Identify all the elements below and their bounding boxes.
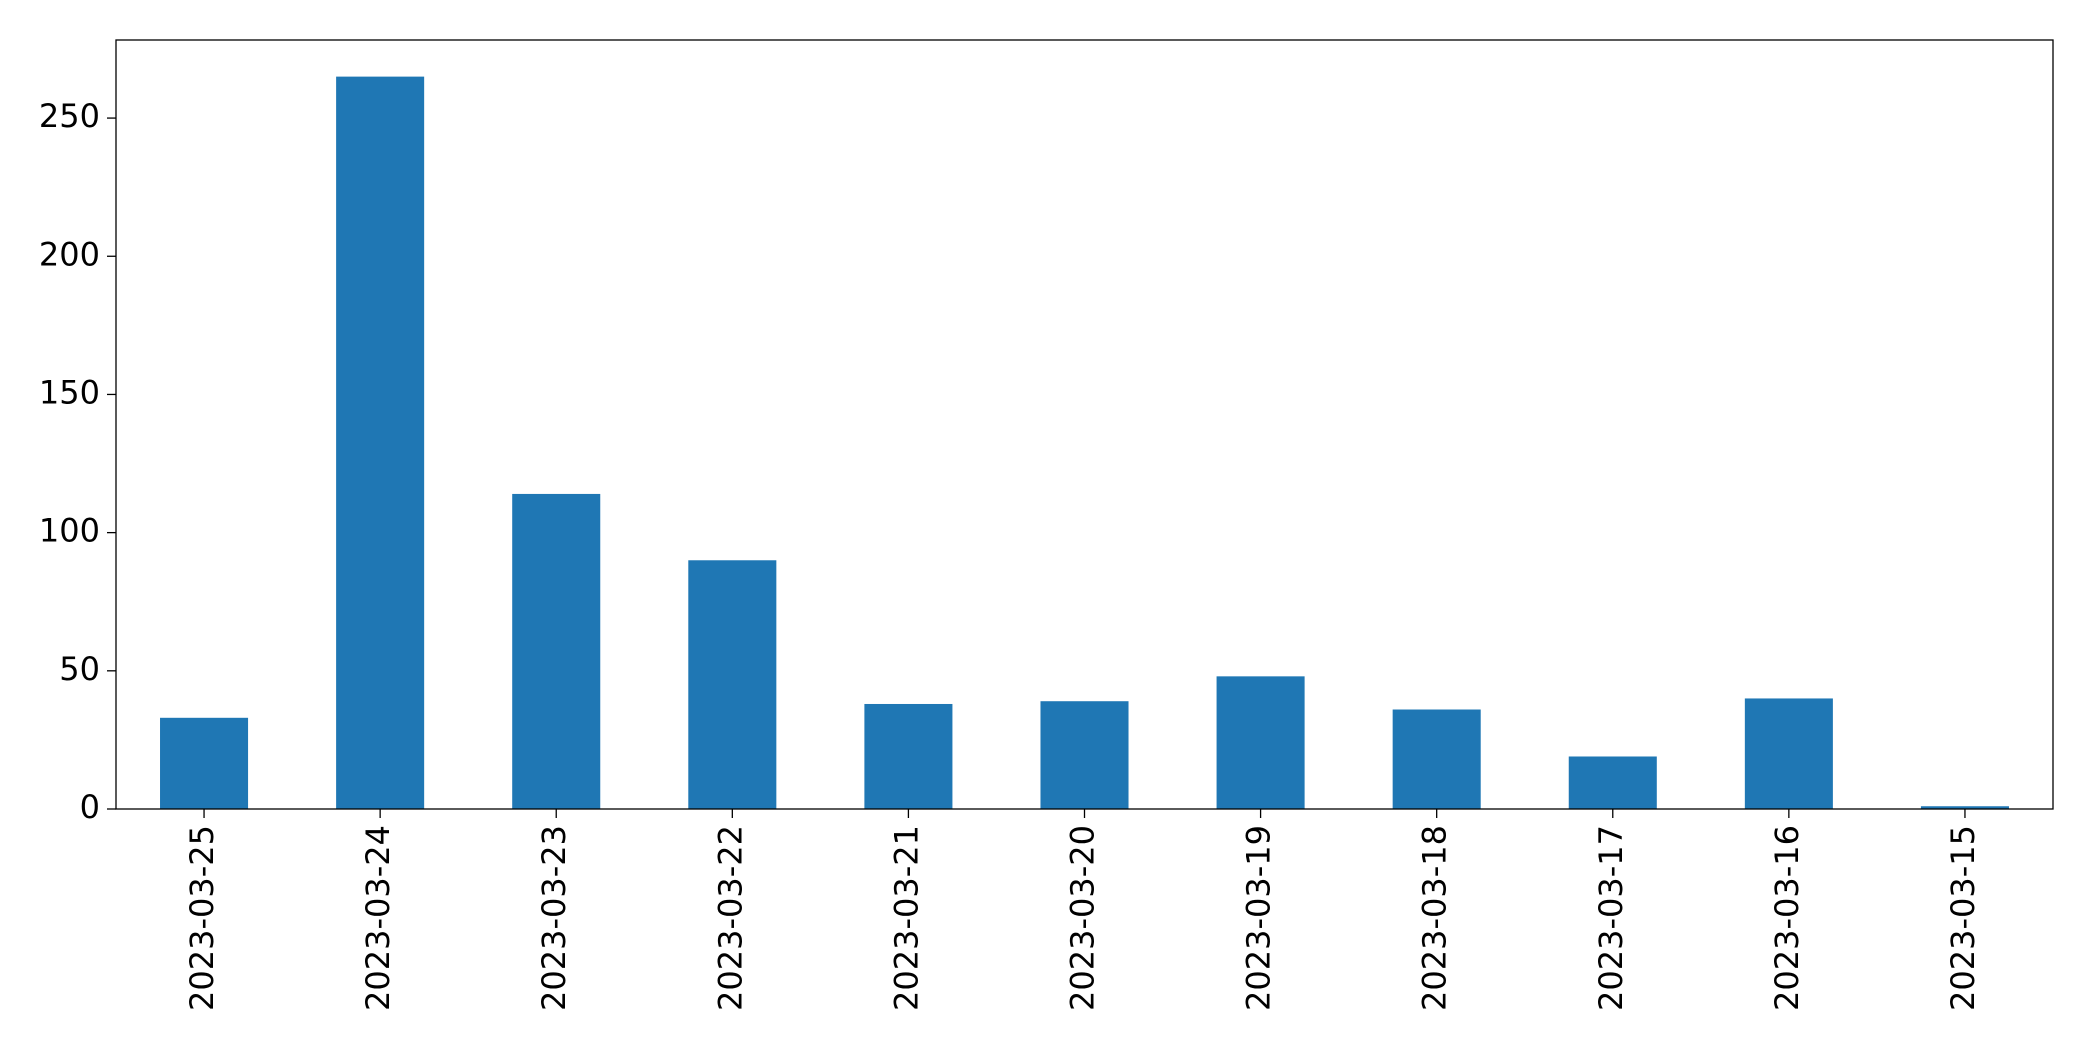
bar (160, 717, 249, 809)
x-tick-label: 2023-03-22 (711, 825, 749, 1011)
bar (688, 560, 777, 809)
bar (1744, 698, 1833, 809)
bar (1920, 806, 2009, 809)
x-tick-label: 2023-03-21 (887, 825, 925, 1011)
x-tick-label: 2023-03-18 (1416, 825, 1454, 1011)
x-tick-label: 2023-03-20 (1064, 825, 1102, 1011)
x-tick-label: 2023-03-24 (359, 825, 397, 1011)
y-tick-label: 250 (39, 97, 100, 135)
bar (1216, 676, 1305, 809)
y-tick-label: 150 (39, 373, 100, 411)
x-tick-label: 2023-03-25 (183, 825, 221, 1011)
x-tick-label: 2023-03-16 (1768, 825, 1806, 1011)
y-tick-label: 100 (39, 512, 100, 550)
bar (512, 493, 601, 809)
y-tick-label: 0 (80, 788, 100, 826)
x-tick-label: 2023-03-19 (1240, 825, 1278, 1011)
x-tick-label: 2023-03-23 (535, 825, 573, 1011)
x-tick-label: 2023-03-15 (1944, 825, 1982, 1011)
x-tick-label: 2023-03-17 (1592, 825, 1630, 1011)
plot-frame (115, 39, 2054, 810)
bar (1392, 709, 1481, 809)
bar (1568, 756, 1657, 809)
bar (336, 76, 425, 810)
y-tick-label: 200 (39, 235, 100, 273)
bar (1040, 701, 1129, 809)
bar (864, 703, 953, 809)
y-tick-label: 50 (59, 650, 100, 688)
